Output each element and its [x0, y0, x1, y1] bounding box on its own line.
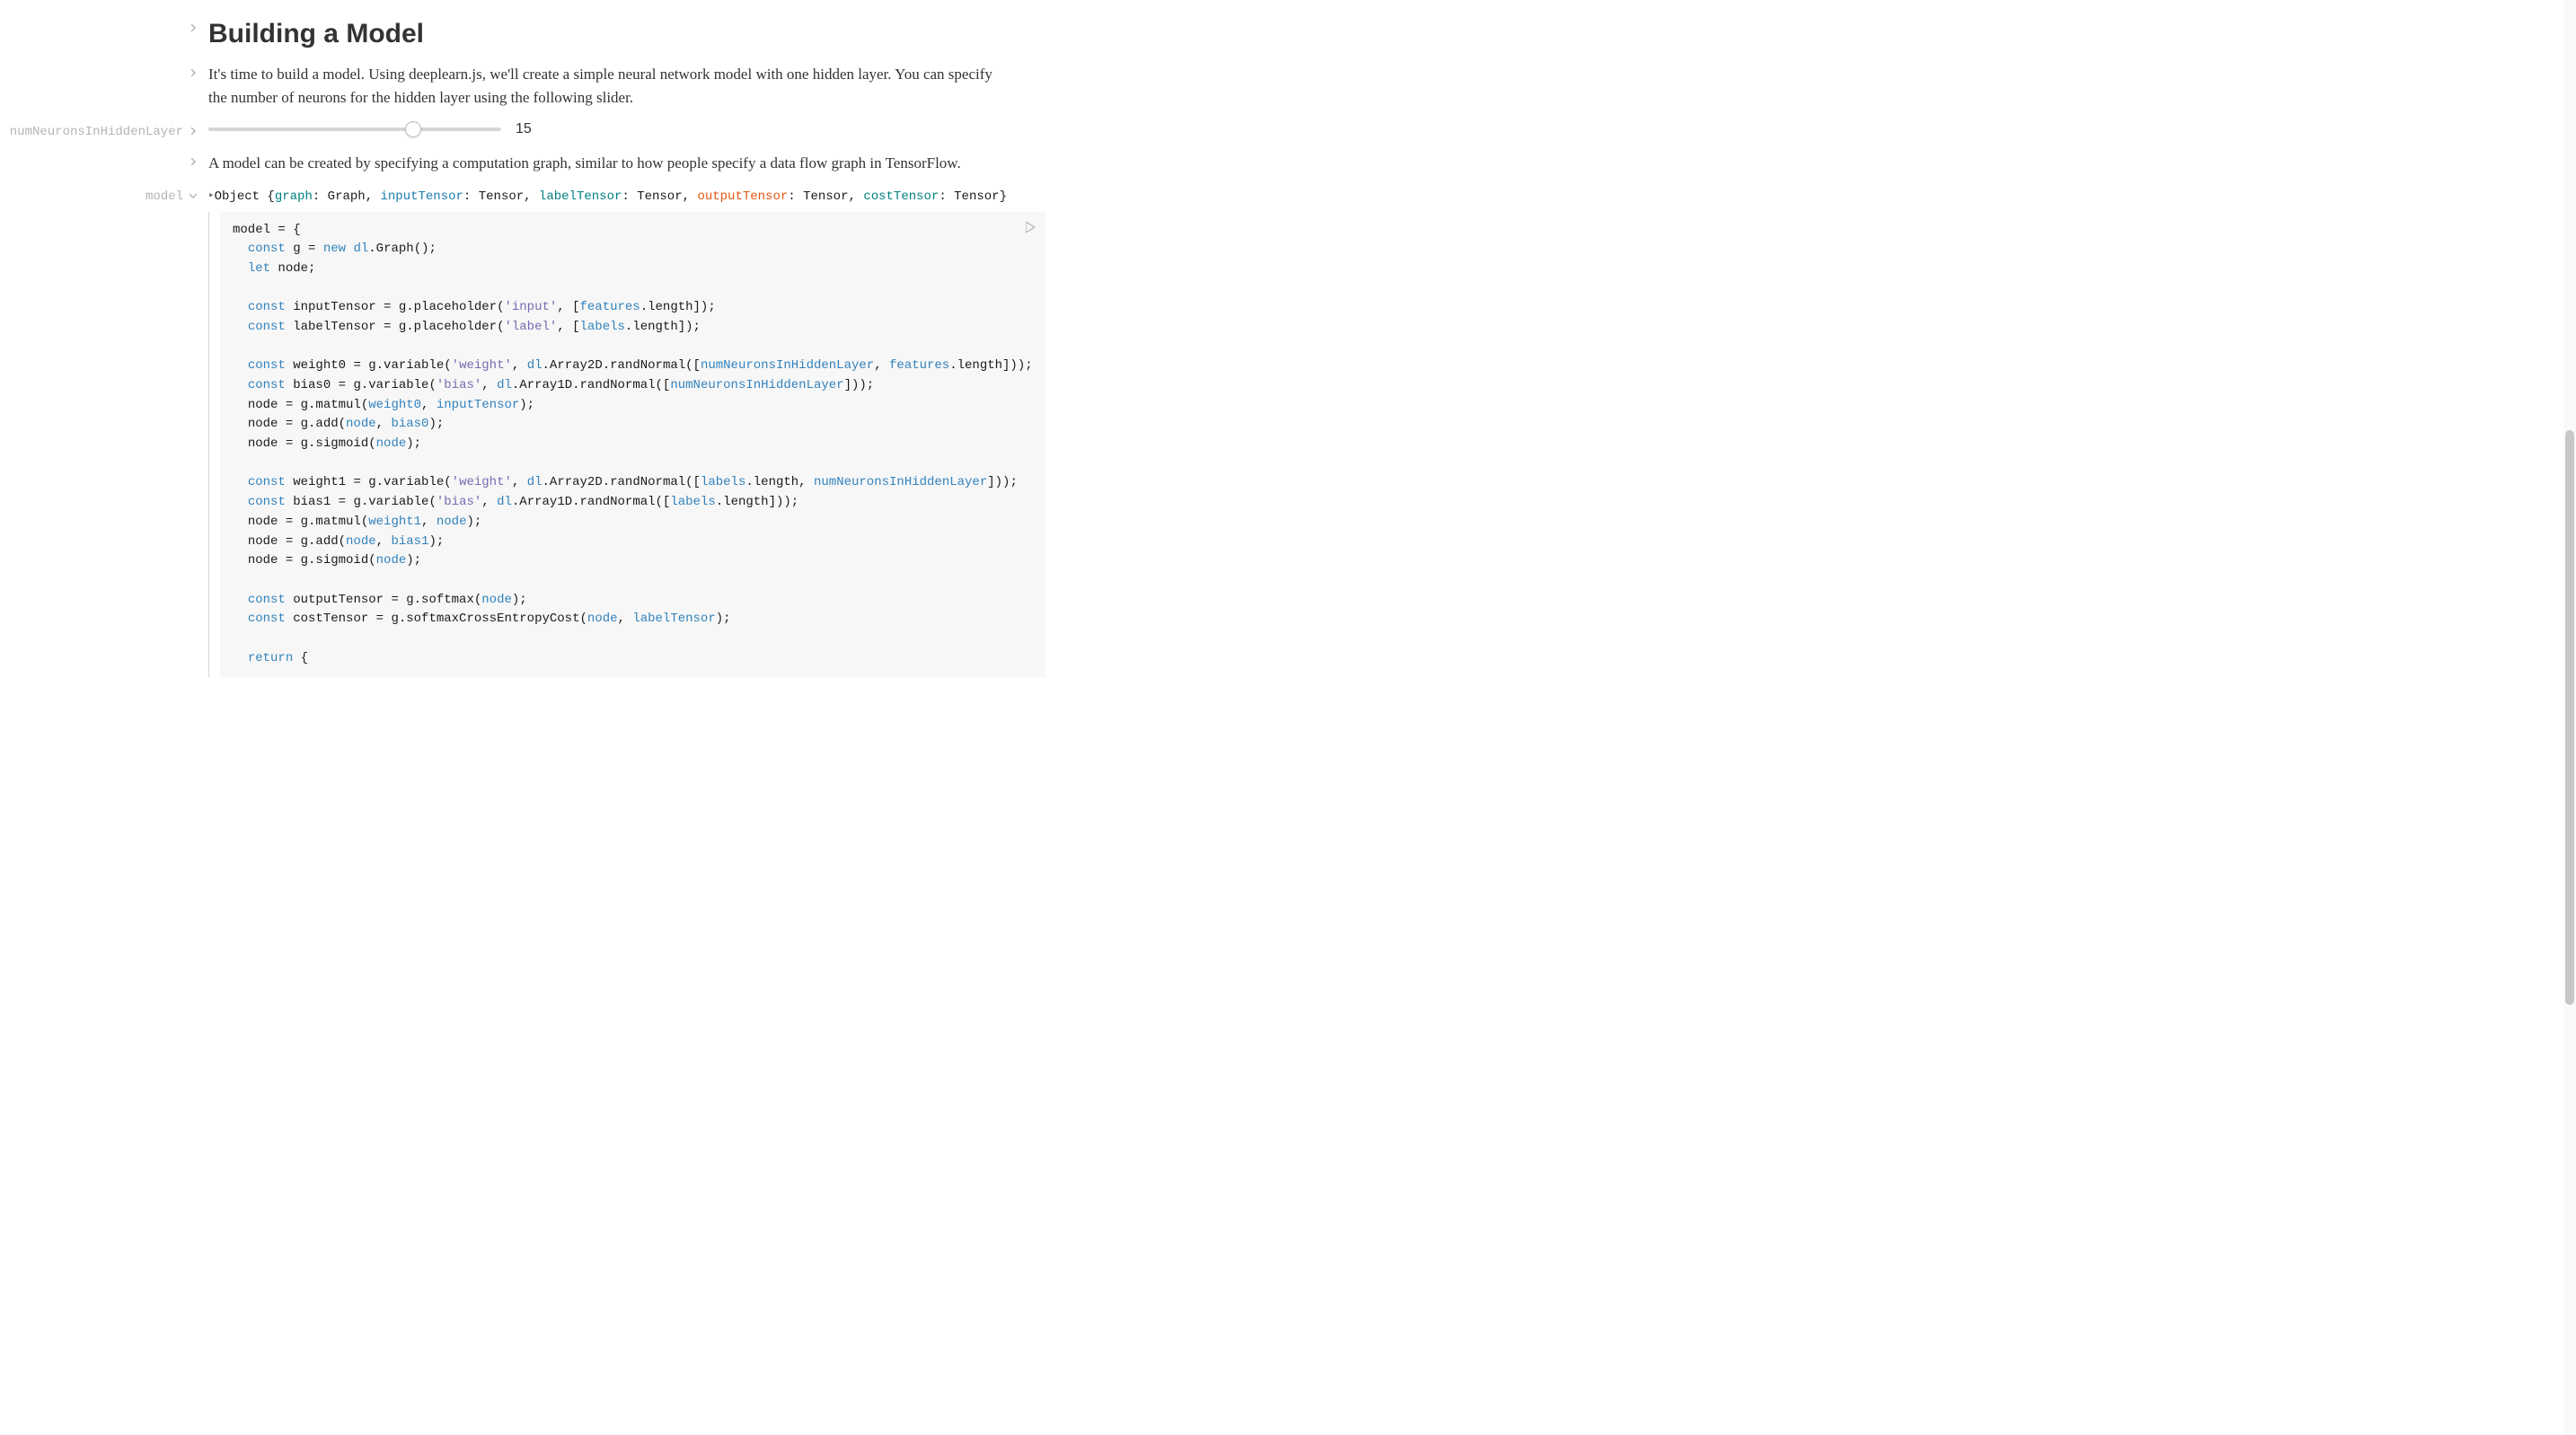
code-editor[interactable]: model = { const g = new dl.Graph(); let …	[220, 212, 1045, 678]
graph-paragraph: A model can be created by specifying a c…	[208, 152, 1008, 175]
slider-thumb[interactable]	[405, 121, 421, 137]
chevron-right-icon[interactable]	[187, 125, 199, 137]
intro-paragraph: It's time to build a model. Using deeple…	[208, 63, 1008, 109]
chevron-right-icon[interactable]	[187, 155, 199, 168]
object-output[interactable]: ▸Object {graph: Graph, inputTensor: Tens…	[208, 188, 1048, 207]
model-cell-label: model	[146, 189, 183, 204]
chevron-down-icon[interactable]	[187, 189, 199, 202]
chevron-right-icon[interactable]	[187, 22, 199, 34]
chevron-right-icon[interactable]	[187, 66, 199, 79]
slider-value: 15	[516, 121, 532, 137]
scrollbar-thumb[interactable]	[2565, 430, 2574, 1004]
disclosure-triangle-icon[interactable]: ▸	[208, 190, 215, 201]
slider-cell-label: numNeuronsInHiddenLayer	[10, 125, 183, 139]
scrollbar-track[interactable]	[2563, 0, 2576, 1435]
neurons-slider[interactable]	[208, 128, 501, 131]
run-cell-icon[interactable]	[1026, 221, 1035, 241]
section-heading: Building a Model	[208, 18, 1008, 50]
